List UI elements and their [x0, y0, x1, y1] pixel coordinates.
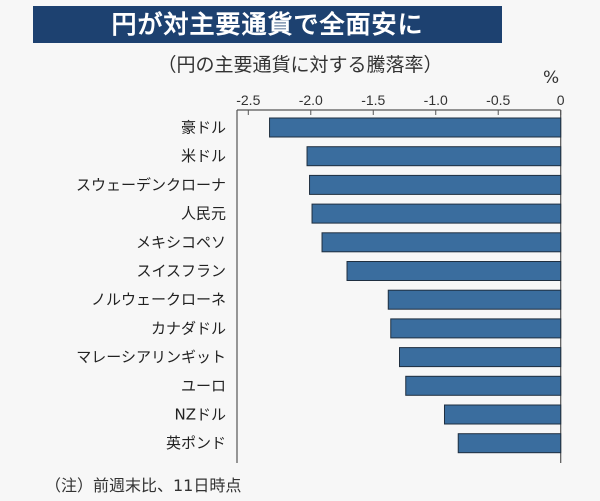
category-label: NZドル — [175, 406, 227, 424]
x-tick-label: -1.0 — [424, 92, 448, 108]
category-label: 米ドル — [181, 147, 226, 165]
category-label: 英ポンド — [166, 434, 226, 452]
bar — [387, 289, 562, 310]
bar — [321, 232, 562, 253]
bar — [443, 404, 562, 425]
category-label: ユーロ — [181, 377, 226, 395]
unit-label: % — [543, 68, 560, 88]
bar — [269, 117, 562, 138]
category-label: カナダドル — [151, 319, 226, 337]
chart-subtitle: （円の主要通貨に対する騰落率） — [157, 54, 443, 76]
bar — [457, 433, 562, 454]
bar — [390, 318, 562, 339]
chart-title: 円が対主要通貨で全面安に — [33, 6, 502, 43]
bar — [311, 203, 562, 224]
category-label: 人民元 — [181, 205, 226, 223]
category-label: マレーシアリンギット — [76, 348, 226, 366]
x-tick-label: -2.0 — [299, 92, 323, 108]
x-tick-label: -1.5 — [361, 92, 385, 108]
x-tick-label: 0 — [557, 92, 565, 108]
category-label: 豪ドル — [181, 119, 226, 137]
bar — [309, 174, 562, 195]
category-label: メキシコペソ — [136, 233, 226, 251]
bar — [405, 375, 562, 396]
category-label: ノルウェークローネ — [91, 291, 226, 309]
category-label: スウェーデンクローナ — [76, 176, 226, 194]
bar — [399, 347, 562, 368]
footnote: （注）前週末比、11日時点 — [45, 476, 242, 495]
bar — [306, 146, 562, 167]
bar — [346, 261, 562, 281]
x-tick-label: -0.5 — [486, 92, 510, 108]
category-label: スイスフラン — [136, 262, 226, 280]
x-tick-label: -2.5 — [236, 92, 260, 108]
